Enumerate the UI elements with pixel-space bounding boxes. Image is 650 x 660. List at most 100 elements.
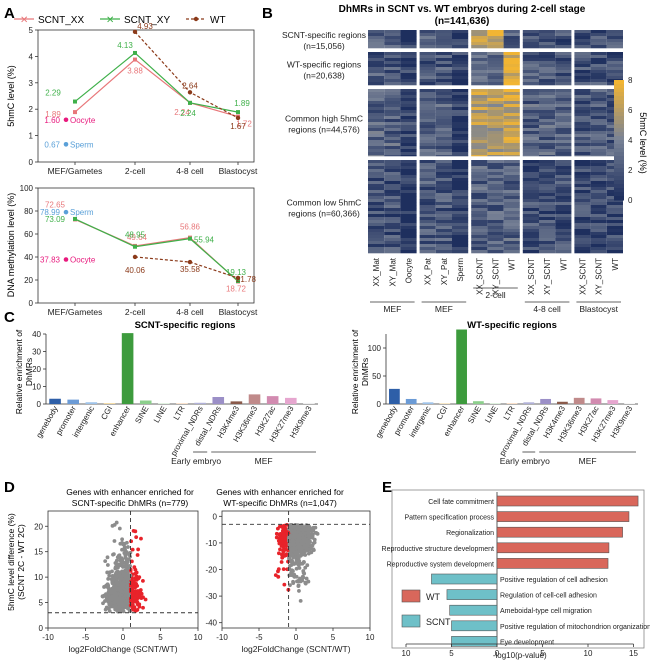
heatmap-cell	[400, 184, 417, 188]
heatmap-cell	[419, 232, 436, 236]
heatmap-cell	[384, 181, 401, 185]
heatmap-cell	[555, 244, 572, 248]
heatmap-cell	[539, 73, 556, 77]
heatmap-cell	[384, 128, 401, 132]
heatmap-cell	[471, 36, 488, 40]
heatmap-cell	[590, 107, 607, 111]
series-line-wt	[134, 31, 239, 119]
heatmap-cell	[522, 79, 539, 83]
heatmap-cell	[368, 199, 385, 203]
column-group-label: MEF	[383, 304, 401, 314]
category-label: LINE	[152, 405, 169, 425]
heatmap-cell	[539, 214, 556, 218]
heatmap-cell	[539, 55, 556, 59]
heatmap-cell	[487, 104, 504, 108]
data-label: 40.06	[125, 266, 146, 275]
point-enriched	[281, 551, 285, 556]
heatmap-cell	[452, 143, 469, 147]
heatmap-cell	[487, 98, 504, 102]
series-line-scnt-xx	[74, 58, 239, 118]
gamete-name: Sperm	[70, 140, 94, 149]
heatmap-cell	[555, 82, 572, 86]
heatmap-cell	[368, 220, 385, 224]
heatmap-cell	[419, 95, 436, 99]
heatmap-cell	[419, 181, 436, 185]
heatmap-cell	[555, 193, 572, 197]
heatmap-cell	[384, 73, 401, 77]
heatmap-cell	[435, 211, 452, 215]
heatmap-cell	[419, 247, 436, 251]
heatmap-cell	[522, 223, 539, 227]
heatmap-cell	[368, 95, 385, 99]
heatmap-cell	[503, 187, 520, 191]
colorbar-tick: 0	[628, 196, 633, 205]
point-enriched	[283, 541, 288, 546]
heatmap-cell	[400, 30, 417, 34]
heatmap-cell	[522, 95, 539, 99]
heatmap-cell	[400, 134, 417, 138]
x-tick-label: 4-8 cell	[176, 166, 204, 176]
heatmap-cell	[384, 232, 401, 236]
heatmap-cell	[452, 52, 469, 56]
point-enriched	[134, 593, 139, 598]
heatmap-cell	[419, 55, 436, 59]
heatmap-cell	[503, 202, 520, 206]
heatmap-cell	[555, 172, 572, 176]
heatmap-cell	[539, 134, 556, 138]
heatmap-cell	[555, 119, 572, 123]
heatmap-cell	[452, 95, 469, 99]
heatmap-cell	[590, 217, 607, 221]
heatmap-cell	[522, 187, 539, 191]
group-label-mef: MEF	[255, 456, 273, 466]
heatmap-cell	[368, 163, 385, 167]
point-background	[115, 564, 119, 569]
heatmap-cell	[503, 163, 520, 167]
heatmap-cell	[471, 152, 488, 156]
heatmap-cell	[522, 214, 539, 218]
panel-a-5hmc-chart: 5hmC level (%) 0 1 2 3 4 5 MEF/Gametes 2-cell 4-…	[6, 22, 258, 176]
heatmap-cell	[419, 149, 436, 153]
heatmap-cell	[487, 178, 504, 182]
heatmap-cell	[606, 52, 623, 56]
heatmap-cell	[471, 247, 488, 251]
heatmap-cell	[522, 244, 539, 248]
point-background	[105, 563, 110, 567]
heatmap-cell	[400, 95, 417, 99]
heatmap-cell	[368, 223, 385, 227]
term-label-scnt: Positive regulation of mitochondrion org…	[500, 624, 650, 631]
data-label: 73.09	[45, 215, 66, 224]
heatmap-cell	[574, 122, 591, 126]
heatmap-cell	[487, 70, 504, 74]
heatmap-cell	[487, 95, 504, 99]
gamete-point-oocyte	[63, 117, 69, 123]
heatmap-cell	[590, 196, 607, 200]
heatmap-cell	[487, 30, 504, 34]
point-background	[295, 540, 300, 545]
heatmap-cell	[606, 73, 623, 77]
term-label-wt: Reproductive structure development	[382, 546, 495, 553]
heatmap-cell	[471, 226, 488, 230]
heatmap-cell	[503, 214, 520, 218]
heatmap-cell	[452, 82, 469, 86]
heatmap-cell	[503, 166, 520, 170]
heatmap-cell	[435, 107, 452, 111]
heatmap-cell	[435, 95, 452, 99]
category-label: SINE	[133, 405, 150, 426]
heatmap-cell	[487, 208, 504, 212]
heatmap-cell	[400, 64, 417, 68]
heatmap-cell	[574, 140, 591, 144]
heatmap-cell	[606, 235, 623, 239]
point-background	[301, 575, 306, 580]
heatmap-cell	[368, 73, 385, 77]
heatmap-cell	[400, 73, 417, 77]
heatmap-cell	[400, 166, 417, 170]
heatmap-cell	[522, 89, 539, 93]
heatmap-cell	[574, 107, 591, 111]
heatmap-cell	[555, 223, 572, 227]
point-background	[291, 569, 295, 573]
heatmap-cell	[452, 205, 469, 209]
heatmap-cell	[419, 92, 436, 96]
panel-e-go-bars: Cell fate commitment Pattern specificatio…	[382, 489, 650, 660]
point-enriched	[139, 536, 143, 541]
point-background	[103, 592, 108, 597]
